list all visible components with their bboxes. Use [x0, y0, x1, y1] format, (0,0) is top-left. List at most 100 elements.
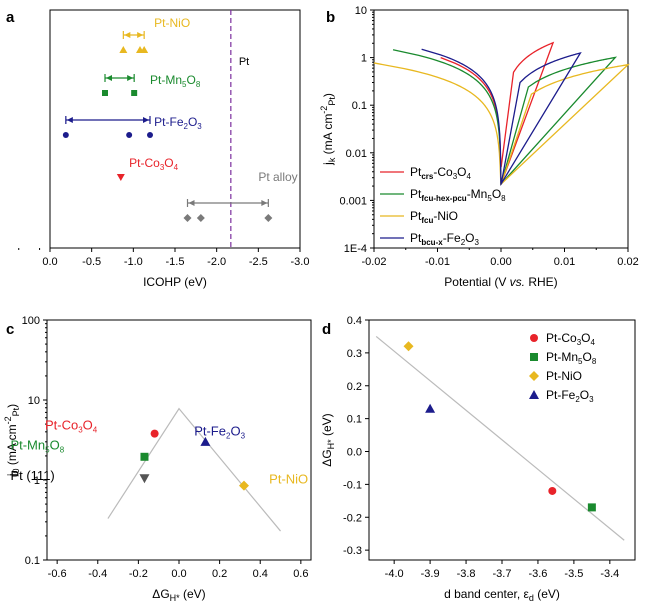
a-label-pt-fe2o3: Pt-Fe2O3 [154, 115, 202, 131]
a-point-pt-alloy [183, 214, 192, 222]
d-xtick-label: -3.7 [493, 568, 512, 580]
d-ytick-label: 0.2 [347, 381, 362, 393]
d-ytick-label: 0.1 [347, 414, 362, 426]
b-xtick-label: -0.02 [361, 256, 386, 268]
c-xtick-label: -0.6 [48, 568, 67, 580]
d-ytick-label: 0.3 [347, 348, 362, 360]
a-range-arrow-right [127, 75, 134, 81]
panel-d: d band center, εd (eV) ΔGH* (eV) [320, 319, 636, 603]
a-pt-label: Pt [239, 56, 249, 68]
panel-b-xlabel: Potential (V vs. RHE) [444, 275, 557, 289]
a-xtick-label: -3.0 [291, 256, 310, 268]
d-legend-label: Pt-Co3O4 [546, 331, 595, 347]
a-range-arrow-right [137, 32, 144, 38]
panel-c: ΔGH* (eV) j0 (mA cm-2Pt) [3, 319, 312, 603]
d-point-pt-nio [403, 341, 414, 352]
panel-letter-c: c [6, 321, 14, 338]
a-range-arrow-left [188, 200, 195, 206]
d-legend-marker [530, 334, 538, 342]
d-legend-marker [529, 390, 539, 399]
chart-marks: 0.0 -0.5 -1.0 -1.5 -2.0 -2.5 -3.0 Pt Pt-NiO Pt-Mn… [10, 5, 638, 580]
a-range-arrow-left [106, 75, 112, 81]
c-xtick-label: -0.2 [129, 568, 148, 580]
panel-b-ylabel: jk (mA cm-2Pt) [319, 93, 337, 166]
a-xtick-label: -1.5 [166, 256, 185, 268]
c-ytick-label: 1 [34, 475, 40, 487]
c-volcano-line [107, 407, 282, 532]
b-xtick-label: -0.01 [425, 256, 450, 268]
c-xtick-label: -0.4 [88, 568, 107, 580]
a-range-arrow-left [124, 32, 131, 38]
panel-a-frame [49, 9, 301, 249]
c-label: Pt-Fe2O3 [194, 423, 245, 440]
b-xtick-label: 0.00 [490, 256, 511, 268]
panel-d-ylabel: ΔGH* (eV) [320, 413, 336, 466]
c-label: Pt-Co3O4 [45, 417, 98, 434]
b-legend-label: Ptfcu-hex-pcu-Mn5O8 [410, 187, 506, 203]
a-point-pt-fe2o3 [62, 132, 69, 138]
c-point-pt-co3o4 [150, 429, 159, 438]
c-ytick-label: 0.1 [25, 555, 40, 567]
a-xtick-label: -0.5 [82, 256, 101, 268]
d-fit-line [375, 335, 625, 541]
a-label-pt-nio: Pt-NiO [154, 16, 190, 30]
panel-a-xlabel: ICOHP (eV) [143, 275, 207, 289]
b-xtick-label: 0.02 [617, 256, 638, 268]
d-xtick-label: -3.4 [600, 568, 619, 580]
b-ytick-label: 0.01 [346, 148, 367, 160]
a-xtick-label: -1.0 [124, 256, 143, 268]
d-xtick-label: -3.6 [528, 568, 547, 580]
a-label-pt-co3o4: Pt-Co3O4 [129, 156, 178, 172]
d-ytick-label: -0.2 [343, 512, 362, 524]
c-label: Pt-Mn5O8 [10, 438, 64, 455]
d-legend-label: Pt-Mn5O8 [546, 350, 597, 366]
panel-a: ICOHP (eV) [49, 9, 301, 289]
b-ytick-label: 0.1 [352, 100, 367, 112]
b-legend-label: Ptbcu-x-Fe2O3 [410, 231, 479, 247]
a-point-pt-mn5o8 [102, 90, 108, 96]
a-point-pt-nio [119, 46, 128, 53]
c-ytick-label: 10 [28, 395, 40, 407]
c-label: Pt-NiO [269, 471, 308, 486]
a-point-pt-alloy [196, 214, 205, 222]
d-xtick-label: -3.8 [457, 568, 476, 580]
b-ytick-label: 1E-4 [344, 243, 367, 255]
a-xtick-label: 0.0 [42, 256, 57, 268]
c-point-pt-fe2o3 [200, 436, 211, 446]
panel-letter-a: a [6, 9, 15, 26]
a-point-pt-co3o4 [116, 174, 125, 181]
d-legend-marker [529, 371, 539, 381]
c-xtick-label: 0.4 [253, 568, 268, 580]
d-legend-marker [530, 353, 538, 361]
panel-letter-d: d [322, 321, 331, 338]
a-xtick-label: -2.5 [249, 256, 268, 268]
b-legend-label: Ptfcu-NiO [410, 209, 458, 225]
a-point-pt-fe2o3 [147, 132, 153, 138]
a-point-pt-nio [140, 46, 149, 53]
d-ytick-label: 0.4 [347, 315, 362, 327]
d-point-pt-mn5o8 [587, 503, 596, 512]
c-xtick-label: 0.0 [171, 568, 186, 580]
b-series-line-fcu-hex-pcu [392, 49, 618, 185]
c-xtick-label: 0.6 [293, 568, 308, 580]
panel-c-frame [46, 319, 312, 561]
b-ytick-label: 10 [355, 5, 367, 17]
d-ytick-label: 0.0 [347, 447, 362, 459]
c-point-pt-mn5o8 [140, 452, 149, 461]
b-xtick-label: 0.01 [554, 256, 575, 268]
c-point-pt-nio [238, 480, 249, 491]
a-point-pt-fe2o3 [126, 132, 133, 138]
a-range-arrow-left [66, 117, 73, 123]
a-range-arrow-right [143, 117, 149, 123]
a-xtick-label: -2.0 [207, 256, 226, 268]
b-legend-label: Ptcrs-Co3O4 [410, 165, 472, 181]
d-point-pt-fe2o3 [425, 403, 436, 413]
d-ytick-label: -0.3 [343, 545, 362, 557]
d-xtick-label: -3.5 [564, 568, 583, 580]
c-point-pt111 [139, 474, 150, 484]
a-label-pt-alloy: Pt alloy [258, 170, 297, 184]
c-xtick-label: 0.2 [212, 568, 227, 580]
d-legend-label: Pt-Fe2O3 [546, 388, 594, 404]
panel-letter-b: b [326, 9, 335, 26]
